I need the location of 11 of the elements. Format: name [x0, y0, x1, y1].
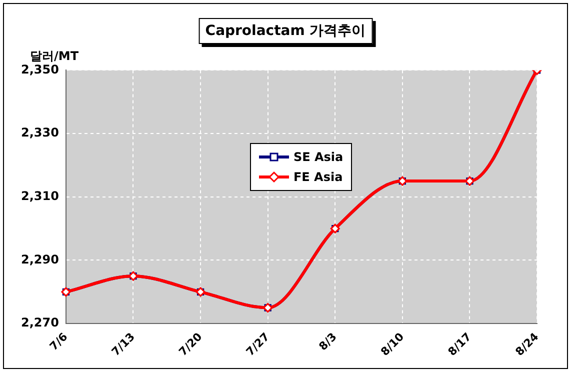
legend-label: SE Asia — [293, 150, 344, 164]
legend-label: FE Asia — [293, 170, 343, 184]
y-tick-label: 2,310 — [20, 189, 59, 204]
chart-title: Caprolactam 가격추이 — [198, 18, 373, 44]
y-tick-label: 2,270 — [20, 316, 59, 330]
y-tick-label: 2,330 — [20, 126, 59, 140]
x-tick-label: 8/3 — [316, 330, 340, 354]
y-tick-label: 2,350 — [20, 62, 59, 76]
y-tick-label: 2,290 — [20, 252, 59, 266]
x-tick-label: 7/6 — [47, 330, 70, 354]
y-axis-title: 달러/MT — [30, 48, 79, 64]
